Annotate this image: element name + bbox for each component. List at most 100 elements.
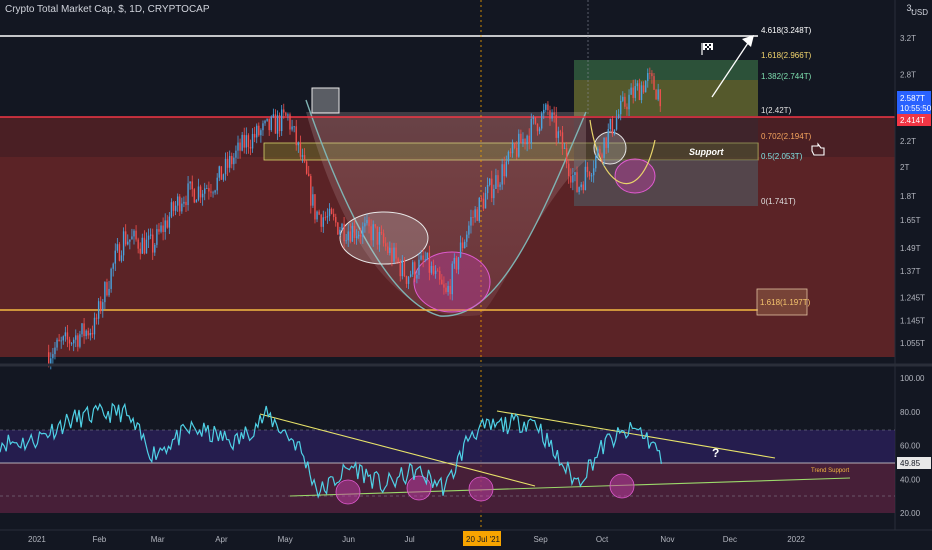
candle-body bbox=[603, 137, 605, 158]
candle-body bbox=[520, 133, 522, 144]
last-price-label: 2.587T bbox=[900, 94, 925, 103]
candle-body bbox=[393, 247, 395, 262]
candle-body bbox=[68, 339, 71, 344]
fib-label-4618: 4.618(3.248T) bbox=[761, 26, 812, 35]
fib-zone-olive bbox=[574, 80, 758, 116]
candle-body bbox=[434, 270, 437, 274]
candle-body bbox=[174, 205, 177, 211]
candle-body bbox=[634, 86, 636, 98]
candle-body bbox=[592, 168, 595, 176]
candle-body bbox=[632, 87, 634, 98]
candle-body bbox=[158, 229, 160, 232]
fib-label-0702: 0.702(2.194T) bbox=[761, 132, 812, 141]
candle-body bbox=[428, 252, 431, 273]
candle-body bbox=[324, 217, 327, 219]
candle-body bbox=[617, 114, 620, 119]
header-number: 3. bbox=[906, 3, 914, 13]
fib-label-1382: 1.382(2.744T) bbox=[761, 72, 812, 81]
candle-body bbox=[268, 118, 270, 131]
candle-body bbox=[70, 343, 73, 345]
candle-body bbox=[382, 233, 385, 244]
candle-body bbox=[233, 157, 235, 165]
rsi-circle-4 bbox=[609, 473, 635, 499]
price-tick: 1.37T bbox=[900, 267, 921, 276]
rsi-trend-support bbox=[289, 477, 851, 497]
candle-body bbox=[630, 87, 632, 95]
countdown-label: 10:55:50 bbox=[900, 104, 932, 113]
candle-body bbox=[488, 178, 491, 185]
fib-label-1618-upper: 1.618(2.966T) bbox=[761, 51, 812, 60]
candle-body bbox=[565, 148, 568, 164]
rsi-tick: 80.00 bbox=[900, 408, 921, 417]
candle-body bbox=[64, 332, 67, 337]
candle-body bbox=[511, 143, 514, 154]
rsi-line bbox=[0, 402, 662, 499]
candle-body bbox=[522, 138, 524, 144]
candle-body bbox=[453, 257, 456, 264]
candle-body bbox=[214, 190, 216, 193]
candle-body bbox=[597, 148, 599, 156]
candle-body bbox=[536, 123, 539, 132]
candle-body bbox=[518, 133, 520, 157]
candle-body bbox=[108, 288, 110, 296]
candle-body bbox=[278, 115, 281, 132]
candle-body bbox=[253, 133, 256, 138]
candle-body bbox=[222, 174, 225, 180]
candle-body bbox=[416, 274, 418, 279]
candle-body bbox=[145, 239, 148, 254]
candle-body bbox=[362, 226, 364, 237]
candle-body bbox=[251, 133, 254, 149]
candle-body bbox=[622, 96, 624, 101]
time-tick: May bbox=[278, 535, 293, 544]
candle-body bbox=[235, 150, 237, 158]
candle-body bbox=[570, 176, 572, 183]
candle-body bbox=[272, 114, 275, 117]
candle-body bbox=[430, 265, 433, 273]
candle-body bbox=[551, 112, 553, 119]
candle-body bbox=[339, 229, 341, 235]
candle-body bbox=[503, 164, 505, 177]
candle-body bbox=[100, 301, 102, 312]
time-tick: Jul bbox=[404, 535, 414, 544]
candle-body bbox=[557, 131, 560, 138]
candle-body bbox=[507, 151, 510, 162]
candle-body bbox=[424, 259, 426, 261]
candle-body bbox=[495, 175, 497, 189]
price-tick: 2.8T bbox=[900, 71, 916, 80]
candle-body bbox=[243, 134, 245, 148]
candle-body bbox=[530, 118, 532, 144]
candle-body bbox=[474, 209, 476, 218]
candle-body bbox=[368, 219, 370, 227]
candle-body bbox=[170, 202, 173, 217]
candle-body bbox=[106, 282, 108, 296]
rsi-circle-2 bbox=[406, 475, 432, 501]
target-arrow bbox=[711, 39, 751, 98]
candle-body bbox=[237, 142, 239, 151]
top-box bbox=[311, 87, 340, 114]
candle-body bbox=[524, 138, 526, 145]
candle-body bbox=[457, 257, 460, 270]
candle-body bbox=[189, 181, 191, 184]
candle-body bbox=[168, 216, 171, 228]
resistance-price-label: 2.414T bbox=[900, 116, 925, 125]
hand-pointer-icon bbox=[811, 142, 825, 156]
candle-body bbox=[451, 263, 453, 295]
candle-body bbox=[260, 130, 262, 136]
time-tick: Sep bbox=[533, 535, 548, 544]
candle-body bbox=[276, 115, 279, 134]
candle-body bbox=[114, 250, 116, 264]
candle-body bbox=[561, 132, 564, 149]
candle-body bbox=[605, 137, 607, 148]
candle-body bbox=[364, 223, 366, 227]
candle-body bbox=[528, 135, 530, 144]
time-tick: Apr bbox=[215, 535, 228, 544]
candle-body bbox=[449, 285, 451, 295]
candle-body bbox=[526, 135, 528, 145]
candle-body bbox=[353, 225, 356, 238]
time-tick: Mar bbox=[151, 535, 165, 544]
candle-body bbox=[85, 330, 87, 337]
candle-body bbox=[624, 96, 626, 107]
candle-body bbox=[484, 193, 487, 209]
candle-body bbox=[468, 225, 470, 235]
candle-body bbox=[464, 241, 466, 249]
